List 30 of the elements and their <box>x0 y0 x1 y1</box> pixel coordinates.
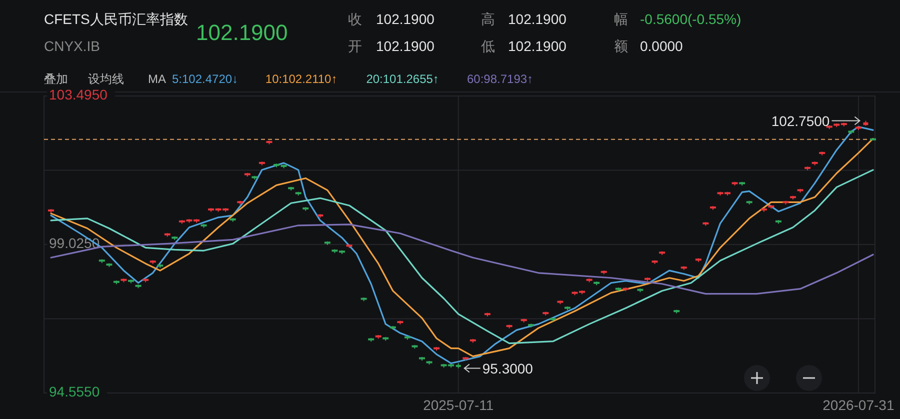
chart-subtitle: CNYX.IB <box>44 38 100 54</box>
text: 102.1900 <box>508 11 567 27</box>
legend-title: MA <box>148 72 166 86</box>
y-tick-label: 94.5550 <box>49 384 100 400</box>
text: 10:102.2110↑ <box>265 72 338 86</box>
chart-title: CFETS人民币汇率指数 <box>44 11 188 27</box>
annotation: 102.7500 <box>771 112 830 129</box>
text: 设均线 <box>88 72 124 86</box>
x-tick-label: 2025-07-11 <box>423 397 494 413</box>
text: 60:98.7193↑ <box>467 72 534 86</box>
text: 收 <box>348 11 362 27</box>
x-tick-label: 2026-07-31 <box>822 397 894 413</box>
text: 102.1900 <box>196 20 288 45</box>
text: -0.5600(-0.55%) <box>640 11 742 27</box>
text: 102.1900 <box>508 38 567 54</box>
text: 102.1900 <box>376 38 435 54</box>
text: 102.1900 <box>376 11 435 27</box>
line-series <box>50 224 874 295</box>
text: 低 <box>481 38 495 54</box>
line-series <box>50 169 874 344</box>
annotation: 95.3000 <box>482 360 534 376</box>
y-tick-label: 103.4950 <box>49 86 108 103</box>
text: 5:102.4720↓ <box>172 72 238 86</box>
text: 额 <box>614 38 628 54</box>
text: 20:101.2655↑ <box>366 72 439 86</box>
text: 幅 <box>614 11 628 27</box>
text: 开 <box>348 38 362 54</box>
text: 高 <box>481 11 495 27</box>
text: 叠加 <box>44 72 68 86</box>
text: 0.0000 <box>640 38 684 54</box>
